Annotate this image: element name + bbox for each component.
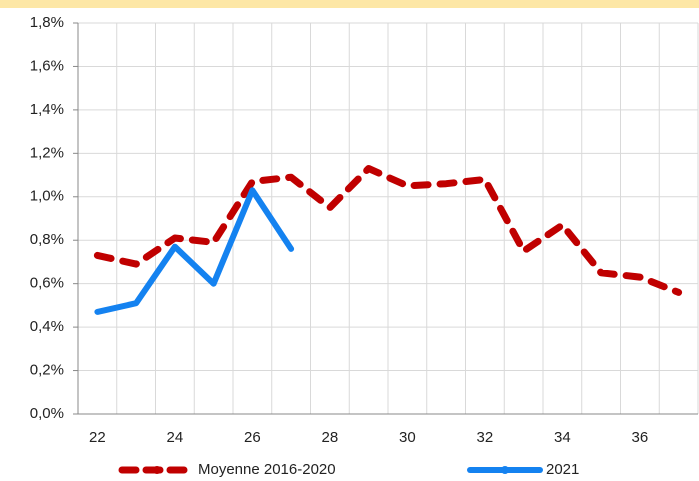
y-tick-label: 0,4% [30,318,64,335]
y-tick-label: 0,6% [30,275,64,292]
y-tick-label: 1,8% [30,14,64,31]
legend-label: Moyenne 2016-2020 [198,461,336,478]
series-line [94,187,295,315]
x-tick-label: 36 [632,429,649,446]
legend-marker [153,466,161,474]
x-tick-label: 34 [554,429,571,446]
x-tick-label: 24 [167,429,184,446]
legend-label: 2021 [546,461,579,478]
x-tick-label: 30 [399,429,416,446]
y-tick-label: 1,4% [30,101,64,118]
y-tick-label: 1,0% [30,188,64,205]
x-tick-label: 28 [322,429,339,446]
top-band [0,0,699,8]
x-tick-label: 32 [477,429,494,446]
y-tick-label: 0,0% [30,405,64,422]
y-tick-label: 1,6% [30,57,64,74]
y-tick-label: 0,2% [30,362,64,379]
y-tick-label: 1,2% [30,144,64,161]
series-line [93,165,683,296]
x-tick-label: 22 [89,429,106,446]
y-tick-label: 0,8% [30,231,64,248]
x-tick-label: 26 [244,429,261,446]
legend-marker [501,466,509,474]
